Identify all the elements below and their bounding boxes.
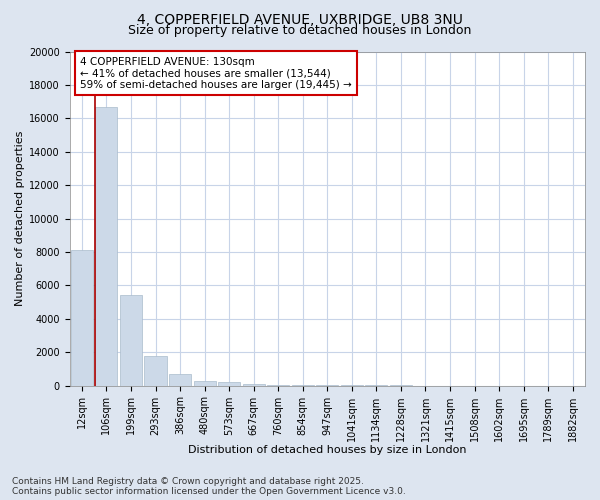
Bar: [95, 106, 118, 386]
Text: Size of property relative to detached houses in London: Size of property relative to detached ho…: [128, 24, 472, 37]
Bar: [267, 385, 289, 386]
Bar: [120, 296, 142, 386]
Text: Contains HM Land Registry data © Crown copyright and database right 2025.
Contai: Contains HM Land Registry data © Crown c…: [12, 476, 406, 496]
Bar: [145, 356, 167, 386]
X-axis label: Distribution of detached houses by size in London: Distribution of detached houses by size …: [188, 445, 467, 455]
Bar: [169, 374, 191, 386]
Bar: [71, 250, 93, 386]
Bar: [218, 382, 240, 386]
Bar: [292, 385, 314, 386]
Text: 4, COPPERFIELD AVENUE, UXBRIDGE, UB8 3NU: 4, COPPERFIELD AVENUE, UXBRIDGE, UB8 3NU: [137, 12, 463, 26]
Bar: [194, 380, 215, 386]
Bar: [242, 384, 265, 386]
Y-axis label: Number of detached properties: Number of detached properties: [15, 131, 25, 306]
Text: 4 COPPERFIELD AVENUE: 130sqm
← 41% of detached houses are smaller (13,544)
59% o: 4 COPPERFIELD AVENUE: 130sqm ← 41% of de…: [80, 56, 352, 90]
